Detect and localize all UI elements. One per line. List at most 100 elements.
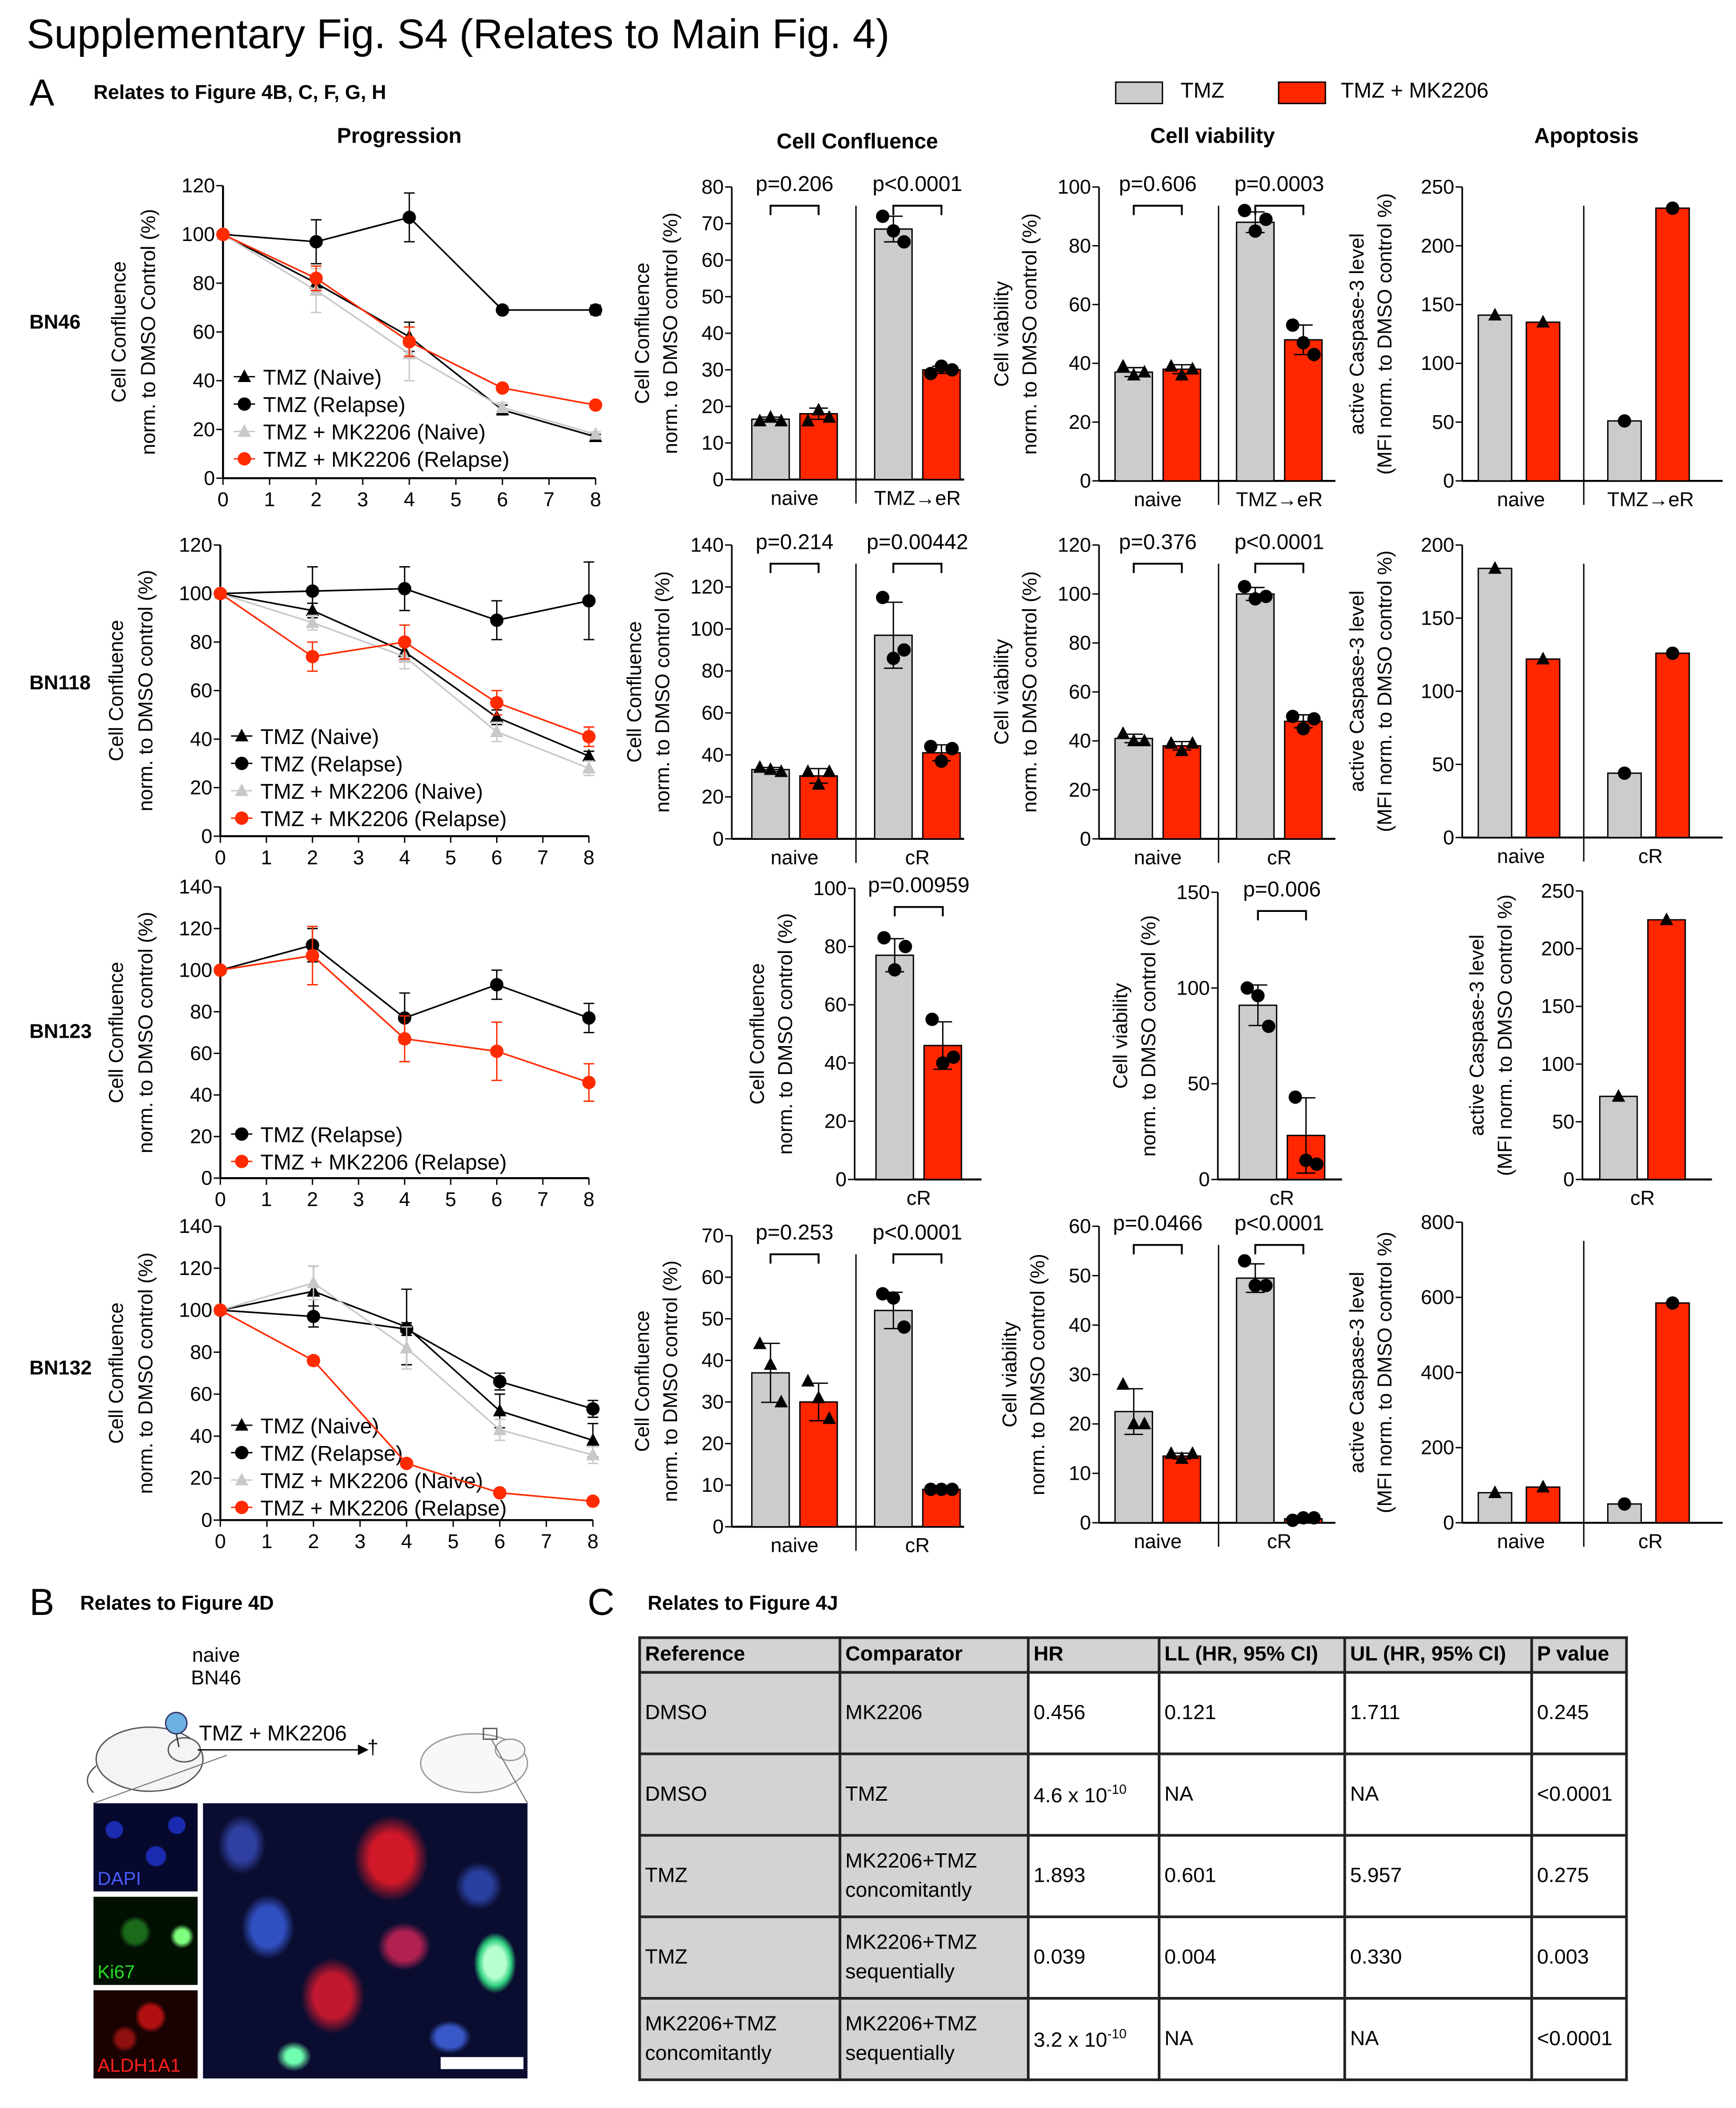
- data-point: [402, 210, 416, 224]
- y-tick-label: 0: [713, 469, 724, 491]
- model-label: naive BN46: [191, 1644, 241, 1690]
- x-tick-label: 2: [310, 489, 321, 511]
- header-hr: HR: [1027, 1636, 1160, 1674]
- y-tick-label: 50: [1432, 411, 1454, 434]
- significance-bracket: [769, 205, 820, 215]
- triangle-legend-icon: [235, 1472, 249, 1485]
- x-tick-label: 3: [353, 1189, 364, 1211]
- y-tick-label: 20: [824, 1110, 846, 1132]
- bar: [1284, 720, 1323, 840]
- series-tmz-mk2206-relapse-: [216, 227, 602, 412]
- data-point: [582, 730, 596, 744]
- category-label: TMZ→eR: [874, 488, 961, 510]
- data-point: [1307, 348, 1321, 362]
- y-tick-label: 0: [201, 1168, 212, 1190]
- data-point: [398, 635, 411, 649]
- x-tick-label: 3: [355, 1531, 366, 1553]
- x-tick-label: 5: [445, 847, 456, 869]
- p-value-label: p=0.206: [755, 172, 833, 196]
- data-point: [582, 1076, 596, 1089]
- data-point: [1611, 1089, 1626, 1102]
- bar: [1655, 207, 1690, 482]
- y-tick-label: 50: [702, 286, 724, 308]
- data-point: [496, 303, 509, 317]
- legend-entry: TMZ + MK2206 (Relapse): [231, 1496, 507, 1520]
- data-point: [586, 1402, 600, 1416]
- ki67-image: Ki67: [93, 1896, 198, 1985]
- aldh1a1-label: ALDH1A1: [97, 2054, 181, 2076]
- bar: [1236, 1277, 1275, 1524]
- data-point: [1618, 1497, 1631, 1511]
- y-tick-label: 120: [181, 175, 215, 197]
- y-axis-label: norm. to DMSO control (%): [1019, 213, 1041, 455]
- data-point: [945, 1482, 959, 1497]
- cell-line: MK2206+TMZ: [845, 1849, 977, 1872]
- y-tick-label: 0: [1080, 470, 1091, 493]
- data-point: [582, 594, 596, 608]
- y-tick-label: 70: [702, 213, 724, 235]
- y-axis-label: Cell viability: [999, 1322, 1021, 1428]
- significance-bracket: [892, 1253, 943, 1264]
- bar: [751, 418, 790, 480]
- bar-chart: 0 20 40 60 80 100 Cell Confluence norm. to DMSO…: [746, 873, 982, 1210]
- cell-reference: DMSO: [638, 1671, 842, 1755]
- significance-bracket: [892, 205, 943, 215]
- y-tick-label: 50: [1069, 1265, 1091, 1287]
- progression-chart-bn123: 0 20 40 60 80 100 120 140 0 1 2 3 4 5 6 7 8 Cell Confluen…: [106, 876, 596, 1211]
- data-point: [1261, 1019, 1276, 1033]
- category-label: naive: [771, 488, 819, 510]
- data-point: [753, 760, 767, 773]
- y-tick-label: 60: [190, 680, 212, 702]
- y-tick-label: 200: [1541, 938, 1574, 960]
- y-tick-label: 0: [204, 467, 215, 489]
- data-point: [214, 587, 227, 600]
- data-point: [490, 978, 503, 992]
- y-axis-label: norm. to DMSO control (%): [1138, 915, 1160, 1157]
- category-label: naive: [1497, 489, 1545, 511]
- data-point: [936, 1056, 950, 1070]
- data-point: [886, 651, 900, 665]
- data-point: [306, 949, 319, 962]
- legend-label: TMZ + MK2206 (Relapse): [260, 1496, 507, 1520]
- x-tick-label: 3: [357, 489, 368, 511]
- data-point: [496, 381, 509, 395]
- y-axis-label: Cell Confluence: [623, 621, 645, 763]
- data-point: [924, 367, 937, 380]
- x-tick-label: 1: [261, 847, 272, 869]
- y-tick-label: 100: [1057, 176, 1091, 198]
- x-tick-label: 0: [215, 1531, 226, 1553]
- significance-bracket: [769, 563, 820, 573]
- x-tick-label: 7: [543, 489, 554, 511]
- data-point: [812, 403, 825, 416]
- bar-chart: 0 20 40 60 80 100 120 Cell viability norm. to DM…: [991, 529, 1336, 869]
- bar-chart: 0 10 20 30 40 50 60 Cell viability norm. to DMSO…: [999, 1211, 1336, 1553]
- legend-entry: TMZ (Naive): [231, 1414, 379, 1438]
- y-tick-label: 100: [179, 583, 213, 605]
- data-point: [763, 410, 778, 423]
- y-tick-label: 120: [179, 534, 213, 556]
- y-tick-label: 800: [1421, 1211, 1455, 1233]
- y-tick-label: 60: [824, 994, 846, 1016]
- data-point: [945, 363, 959, 377]
- category-label: naive: [1497, 1531, 1545, 1553]
- data-point: [582, 760, 596, 774]
- y-tick-label: 0: [713, 828, 724, 850]
- y-tick-label: 50: [1552, 1111, 1574, 1133]
- y-tick-label: 20: [193, 419, 215, 441]
- data-point: [1488, 561, 1502, 574]
- y-axis-label: norm. to DMSO control (%): [135, 570, 157, 811]
- bar: [751, 769, 790, 840]
- cell-line: TMZ: [845, 1782, 888, 1805]
- cell-line: TMZ: [645, 1945, 688, 1969]
- data-point: [1248, 592, 1262, 606]
- y-tick-label: 40: [1069, 353, 1091, 375]
- legend-label: TMZ + MK2206 (Naive): [260, 779, 483, 804]
- model-line-2: BN46: [190, 1667, 241, 1690]
- data-point: [934, 1482, 948, 1497]
- category-label: cR: [906, 1188, 931, 1210]
- data-point: [306, 615, 319, 628]
- data-point: [1238, 204, 1251, 217]
- data-point: [1660, 912, 1673, 926]
- y-tick-label: 30: [702, 1391, 724, 1413]
- circle-legend-icon: [235, 1500, 249, 1514]
